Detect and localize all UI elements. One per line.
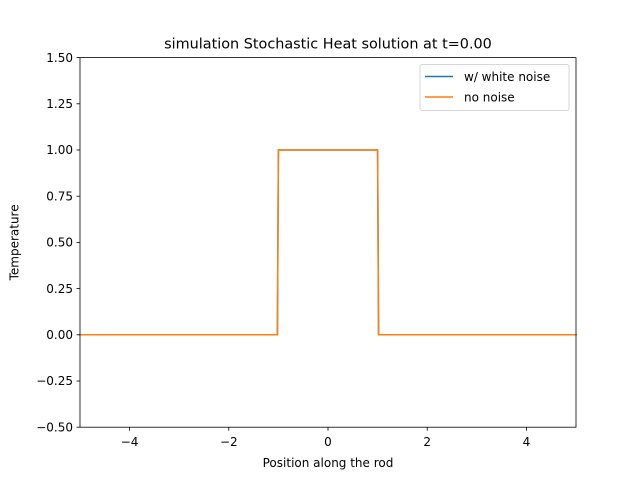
- y-tick-label: 0.75: [46, 189, 73, 203]
- y-tick-label: 1.00: [46, 143, 73, 157]
- series-layer: [79, 149, 577, 336]
- legend-label-0: w/ white noise: [464, 70, 550, 84]
- x-axis-label: Position along the rod: [263, 456, 394, 470]
- y-tick-label: 0.50: [46, 236, 73, 250]
- legend: w/ white noise no noise: [419, 64, 570, 111]
- x-tick-label: 0: [324, 435, 332, 449]
- chart-title: simulation Stochastic Heat solution at t…: [164, 37, 492, 53]
- y-tick-label: 1.50: [46, 51, 73, 65]
- legend-label-1: no noise: [464, 90, 515, 104]
- plot-area: [80, 57, 576, 428]
- x-tick-label: −2: [220, 435, 238, 449]
- legend-box: [419, 64, 570, 111]
- y-tick-label: −0.50: [36, 420, 73, 434]
- y-tick-label: 0.25: [46, 282, 73, 296]
- x-tick-label: −4: [121, 435, 139, 449]
- y-tick-label: −0.25: [36, 374, 73, 388]
- y-tick-label: 1.25: [46, 97, 73, 111]
- x-tick-label: 2: [423, 435, 431, 449]
- ticks-layer: −4 −2 0 2 4 −0.50 −0.25 0.00 0.25 0.50 0.75 1.00 1.2…: [36, 51, 530, 449]
- y-tick-label: 0.00: [46, 328, 73, 342]
- x-tick-label: 4: [523, 435, 531, 449]
- y-axis-label: Temperature: [8, 204, 22, 281]
- series-line-1: [79, 149, 577, 336]
- plot-frame: [79, 57, 577, 428]
